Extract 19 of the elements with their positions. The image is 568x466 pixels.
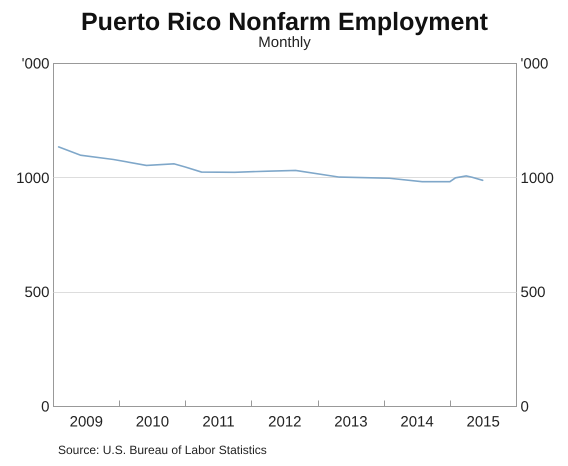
line-series	[58, 146, 484, 182]
chart-subtitle: Monthly	[258, 34, 312, 51]
y2-axis-title: '000	[520, 56, 548, 72]
x-tick-label: 2010	[136, 414, 170, 430]
y-tick-label: 1000	[16, 170, 50, 187]
y-tick-label: 0	[41, 398, 50, 416]
y2-tick-label: 500	[520, 284, 546, 302]
y-tick-label: 500	[24, 284, 50, 302]
x-tick-label: 2009	[70, 414, 103, 430]
x-tick-label: 2012	[268, 414, 302, 430]
y-axis-title: '000	[22, 56, 50, 72]
x-tick-label: 2013	[334, 414, 368, 430]
y2-tick-label: 1000	[520, 170, 554, 187]
source-note: Source: U.S. Bureau of Labor Statistics	[58, 443, 267, 457]
y2-tick-label: 0	[520, 398, 529, 416]
x-tick-label: 2014	[400, 414, 434, 430]
x-tick-label: 2015	[466, 414, 500, 430]
chart-title: Puerto Rico Nonfarm Employment	[81, 8, 489, 36]
x-tick-label: 2011	[202, 414, 235, 430]
